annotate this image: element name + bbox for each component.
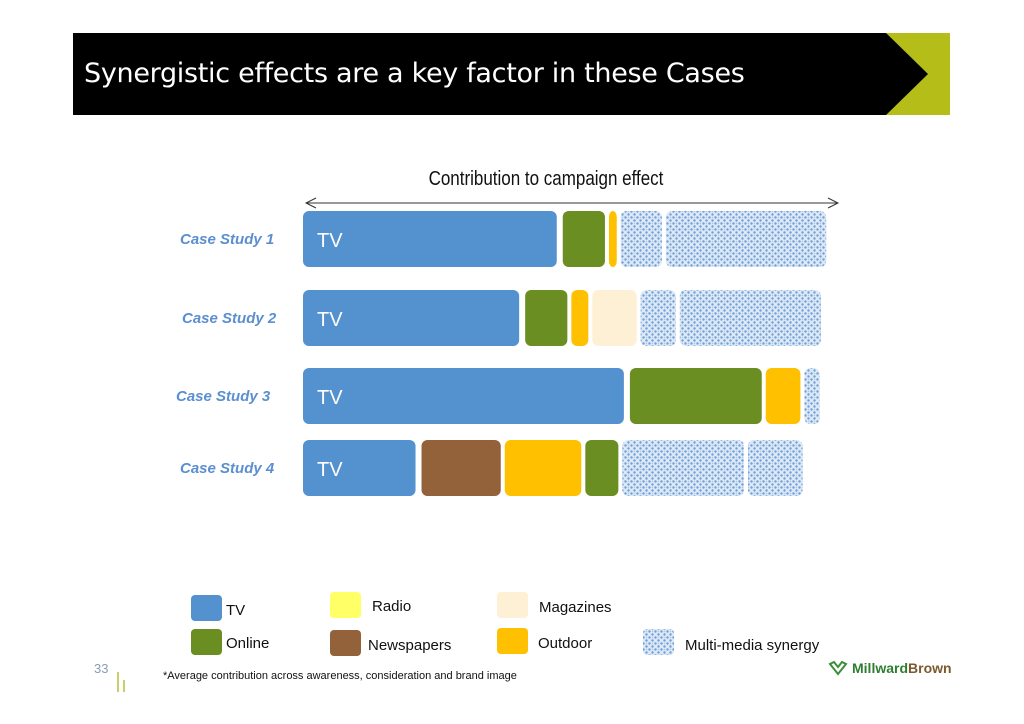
bar-inner-label-4: TV [317,459,343,481]
legend-swatch-newspapers [330,630,361,656]
bar-segment-3-online [629,368,762,424]
legend-swatch-tv [191,595,222,621]
bar-segment-4-newspapers [421,440,501,496]
bar-segment-4-tv [303,440,416,496]
bar-segment-2-tv [303,290,520,346]
logo-text-part2: Brown [908,660,952,676]
case-label-4: Case Study 4 [180,460,275,477]
bar-segment-2-multi-media-synergy [640,290,676,346]
logo-text: MillwardBrown [852,660,952,676]
logo-text-part1: Millward [852,660,909,676]
bar-segment-1-online [562,211,605,267]
bar-segment-1-outdoor [608,211,617,267]
legend-swatch-multi-media-synergy [643,629,674,655]
bar-segment-3-outdoor [765,368,801,424]
case-label-2: Case Study 2 [182,310,277,327]
millwardbrown-logo-icon [828,660,848,676]
bar-segment-4-multi-media-synergy [748,440,803,496]
legend-swatch-outdoor [497,628,528,654]
bar-segment-1-tv [303,211,557,267]
bar-segment-2-multi-media-synergy [679,290,821,346]
axis-arrow-right-head [827,197,840,209]
bar-segment-4-outdoor [504,440,582,496]
chart-title: Contribution to campaign effect [429,167,665,190]
bar-segment-1-multi-media-synergy [620,211,662,267]
bar-segment-3-multi-media-synergy [804,368,820,424]
footnote: *Average contribution across awareness, … [163,670,517,682]
legend-label-outdoor: Outdoor [538,635,592,652]
legend-label-magazines: Magazines [539,599,612,616]
case-label-1: Case Study 1 [180,231,274,248]
bar-segment-2-online [525,290,568,346]
page-number: 33 [94,661,109,676]
legend-label-online: Online [226,635,269,652]
slide-title: Synergistic effects are a key factor in … [84,58,745,89]
bar-segment-3-tv [303,368,624,424]
bar-segment-2-magazines [592,290,637,346]
legend-swatch-magazines [497,592,528,618]
millwardbrown-logo: MillwardBrown [828,660,952,676]
bar-segment-2-outdoor [571,290,589,346]
bar-inner-label-2: TV [317,309,343,331]
axis-arrow-left-head [304,197,317,209]
bar-inner-label-1: TV [317,230,343,252]
case-label-3: Case Study 3 [176,388,271,405]
title-accent-chevron [886,33,950,115]
title-bar [73,33,950,115]
legend-label-tv: TV [226,602,245,619]
legend-swatch-online [191,629,222,655]
bar-inner-label-3: TV [317,387,343,409]
bar-segment-1-multi-media-synergy [665,211,827,267]
bar-segment-4-multi-media-synergy [622,440,745,496]
bar-segment-4-online [585,440,619,496]
legend-label-newspapers: Newspapers [368,637,451,654]
legend-swatch-radio [330,592,361,618]
legend-label-multi-media-synergy: Multi-media synergy [685,637,820,654]
legend-label-radio: Radio [372,598,411,615]
